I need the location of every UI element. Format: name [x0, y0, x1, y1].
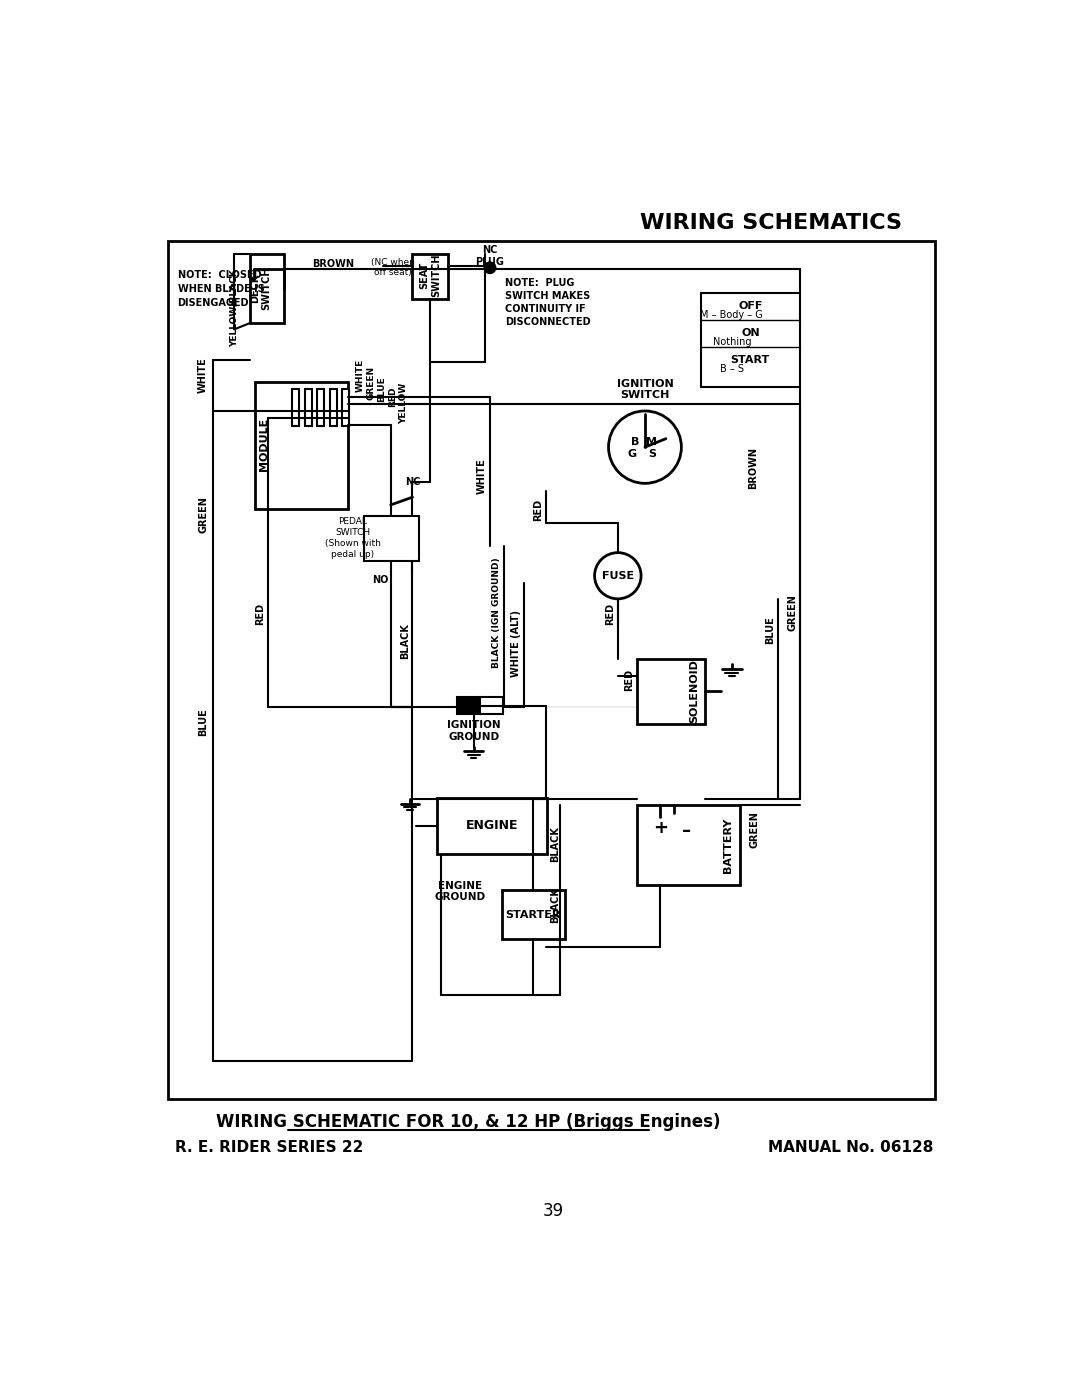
Text: WIRING SCHEMATIC FOR 10, & 12 HP (Briggs Engines): WIRING SCHEMATIC FOR 10, & 12 HP (Briggs…	[216, 1113, 720, 1132]
Text: BLACK: BLACK	[400, 623, 409, 659]
Text: YELLOW: YELLOW	[399, 383, 407, 423]
Bar	[167, 240, 935, 1099]
Text: GREEN: GREEN	[366, 366, 375, 400]
Text: WHITE: WHITE	[199, 358, 208, 394]
Text: RED: RED	[605, 604, 616, 626]
Bar	[457, 697, 480, 714]
Text: ON: ON	[741, 328, 759, 338]
Text: BLACK: BLACK	[550, 826, 561, 862]
Bar	[293, 390, 299, 426]
Text: WHITE: WHITE	[355, 359, 364, 393]
Bar	[501, 890, 565, 939]
Text: S: S	[649, 448, 657, 460]
Text: GREEN: GREEN	[787, 594, 797, 631]
Text: YELLOW/BLACK: YELLOW/BLACK	[230, 268, 239, 346]
Text: NO: NO	[372, 574, 388, 584]
Text: NC: NC	[405, 476, 420, 486]
Bar	[437, 798, 548, 855]
Text: BATTERY: BATTERY	[723, 817, 733, 873]
Text: ENGINE
GROUND: ENGINE GROUND	[435, 880, 486, 902]
Bar	[329, 390, 337, 426]
Bar	[318, 390, 324, 426]
Text: WIRING SCHEMATICS: WIRING SCHEMATICS	[639, 214, 902, 233]
Text: ENGINE: ENGINE	[467, 820, 518, 833]
Text: R. E. RIDER SERIES 22: R. E. RIDER SERIES 22	[175, 1140, 364, 1154]
Text: SEAT
SWITCH: SEAT SWITCH	[419, 254, 441, 298]
Text: STARTER: STARTER	[505, 909, 561, 919]
Text: PEDAL
SWITCH
(Shown with
pedal up): PEDAL SWITCH (Shown with pedal up)	[325, 517, 381, 559]
Text: RED: RED	[256, 604, 266, 626]
Text: +: +	[653, 819, 667, 837]
Text: FUSE: FUSE	[602, 571, 634, 581]
Text: SOLENOID: SOLENOID	[689, 659, 700, 724]
Text: IGNITION
GROUND: IGNITION GROUND	[447, 721, 500, 742]
Text: NOTE:  CLOSED
WHEN BLADE IS
DISENGAGED: NOTE: CLOSED WHEN BLADE IS DISENGAGED	[177, 270, 265, 309]
Bar	[637, 659, 705, 724]
Circle shape	[485, 263, 496, 274]
Text: OFF: OFF	[738, 302, 762, 312]
Text: GREEN: GREEN	[750, 812, 760, 848]
Text: RED: RED	[624, 669, 634, 690]
Bar	[701, 293, 800, 387]
Text: NC
PLUG: NC PLUG	[475, 246, 504, 267]
Bar	[305, 390, 312, 426]
Text: WHITE (ALT): WHITE (ALT)	[511, 610, 522, 678]
Circle shape	[595, 553, 642, 599]
Text: B: B	[632, 437, 639, 447]
Text: MODULE: MODULE	[259, 418, 269, 471]
Text: BLACK: BLACK	[550, 887, 561, 923]
Bar	[249, 254, 284, 323]
Text: START: START	[731, 355, 770, 365]
Text: GREEN: GREEN	[199, 496, 208, 532]
Text: BLUE: BLUE	[766, 616, 775, 644]
Text: BROWN: BROWN	[748, 447, 758, 489]
Bar	[480, 697, 503, 714]
Text: –: –	[683, 823, 691, 841]
Text: B – S: B – S	[719, 365, 744, 374]
Text: M: M	[646, 437, 657, 447]
Text: BROWN: BROWN	[312, 258, 354, 268]
Text: RED: RED	[534, 499, 543, 521]
Text: BLUE: BLUE	[199, 708, 208, 736]
Text: DECK
SWITCH: DECK SWITCH	[249, 267, 271, 310]
Bar	[413, 254, 448, 299]
Bar	[342, 390, 349, 426]
Bar	[364, 517, 419, 562]
Text: BLACK (IGN GROUND): BLACK (IGN GROUND)	[491, 557, 501, 668]
Text: Nothing: Nothing	[713, 337, 751, 346]
Text: G: G	[627, 448, 637, 460]
Bar	[255, 381, 348, 509]
Bar	[637, 805, 740, 886]
Text: NOTE:  PLUG
SWITCH MAKES
CONTINUITY IF
DISCONNECTED: NOTE: PLUG SWITCH MAKES CONTINUITY IF DI…	[505, 278, 591, 327]
Text: M – Body – G: M – Body – G	[700, 310, 764, 320]
Text: BLUE: BLUE	[377, 377, 386, 402]
Text: 39: 39	[543, 1201, 564, 1220]
Text: WHITE: WHITE	[477, 458, 487, 493]
Circle shape	[608, 411, 681, 483]
Text: RED: RED	[388, 386, 396, 407]
Text: IGNITION
SWITCH: IGNITION SWITCH	[617, 379, 673, 400]
Text: (NC when
off seat): (NC when off seat)	[372, 258, 415, 278]
Text: MANUAL No. 06128: MANUAL No. 06128	[768, 1140, 933, 1154]
